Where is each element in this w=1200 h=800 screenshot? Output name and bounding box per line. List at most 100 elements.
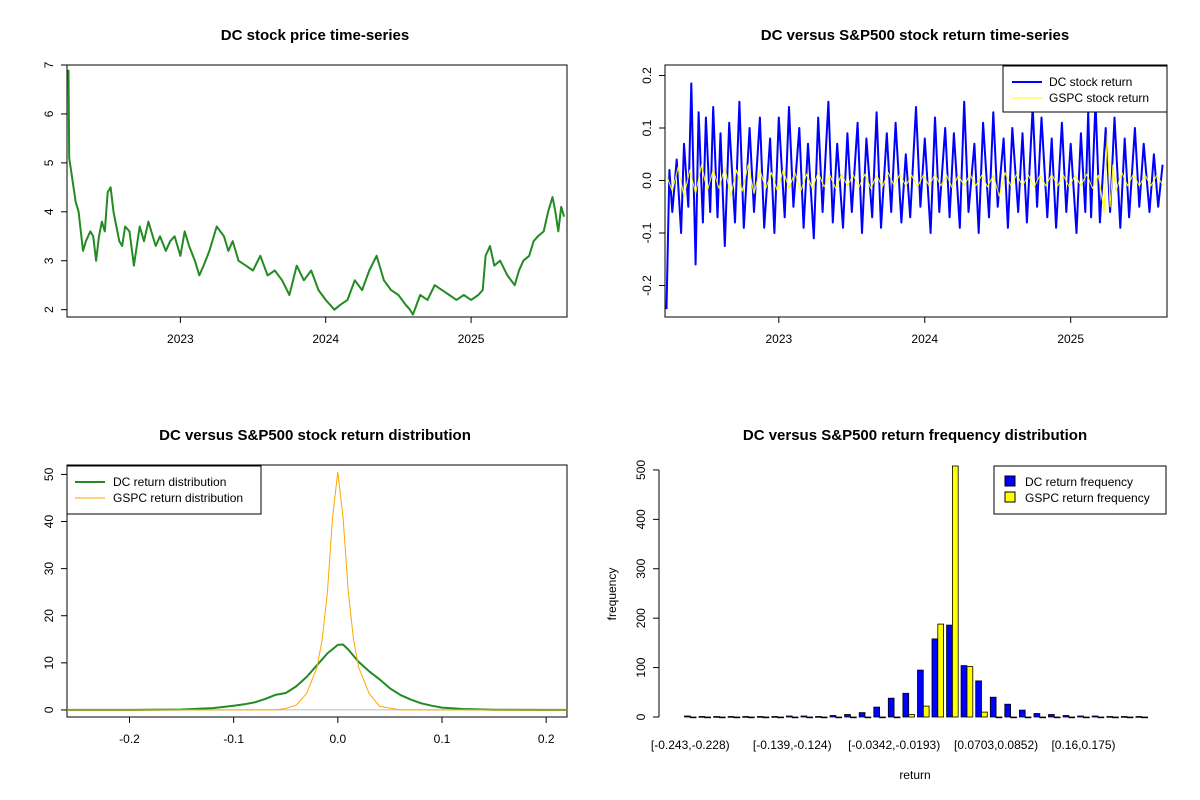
frequency-y-tick-label: 400 <box>634 509 648 529</box>
frequency-bar-gspc <box>820 716 828 719</box>
frequency-bar-gspc <box>995 716 1003 719</box>
frequency-bar-dc <box>771 716 778 718</box>
frequency-bar-gspc <box>1010 716 1017 719</box>
density-chart-title: DC versus S&P500 stock return distributi… <box>159 427 471 444</box>
returns-legend: DC stock return GSPC stock return <box>1002 65 1168 113</box>
price-series-line-1 <box>67 69 566 316</box>
price-chart-title: DC stock price time-series <box>221 27 409 44</box>
density-x-tick-label: 0.1 <box>434 732 451 746</box>
frequency-bar-dc <box>989 696 997 718</box>
returns_ts-y-tick-label: 0.0 <box>640 172 654 189</box>
frequency-bar-dc <box>829 715 837 718</box>
density-x-tick-label: -0.2 <box>119 732 140 746</box>
frequency-y-tick-label: 500 <box>634 460 648 480</box>
returns-chart-panel: DC versus S&P500 stock return time-serie… <box>640 27 1168 346</box>
density-chart-frame <box>66 464 568 718</box>
frequency-bar-gspc <box>922 705 930 718</box>
frequency-bar-gspc <box>879 716 886 719</box>
frequency-bar-gspc <box>893 716 901 719</box>
frequency-bar-dc <box>887 697 895 718</box>
frequency-bar-dc <box>815 716 822 718</box>
density-y-tick-label: 30 <box>42 562 56 576</box>
frequency-bar-gspc <box>1083 716 1090 719</box>
frequency-x-tick-label: [-0.243,-0.228) <box>651 738 730 752</box>
price-chart-frame <box>66 64 568 318</box>
returns_ts-x-tick-label: 2025 <box>1057 332 1084 346</box>
frequency-x-tick-label: [0.16,0.175) <box>1051 738 1115 752</box>
density-legend-label-gspc: GSPC return distribution <box>113 491 243 505</box>
density-y-tick-label: 10 <box>42 656 56 670</box>
frequency-bar-dc <box>1048 714 1055 718</box>
density-x-tick-label: -0.1 <box>223 732 244 746</box>
frequency-bar-gspc <box>704 716 711 719</box>
frequency-bar-gspc <box>719 716 726 719</box>
frequency-legend-label-dc: DC return frequency <box>1025 475 1133 489</box>
returns_ts-x-tick-label: 2023 <box>765 332 792 346</box>
frequency-legend-label-gspc: GSPC return frequency <box>1025 491 1150 505</box>
price-x-tick-label: 2025 <box>458 332 485 346</box>
frequency-bar-dc <box>960 665 968 718</box>
frequency-bar-dc <box>1120 716 1128 718</box>
frequency-legend-swatch-gspc <box>1004 491 1016 503</box>
returns_ts-y-tick-label: 0.2 <box>640 67 654 84</box>
frequency-bar-gspc <box>1039 716 1047 719</box>
frequency-bar-gspc <box>1126 716 1134 719</box>
density-x-tick-label: 0.2 <box>538 732 555 746</box>
frequency-bar-dc <box>844 714 851 718</box>
frequency-bar-dc <box>975 680 982 718</box>
density-x-tick-label: 0.0 <box>329 732 346 746</box>
frequency-bar-dc <box>800 715 808 718</box>
density-legend-label-dc: DC return distribution <box>113 475 226 489</box>
frequency-bar-gspc <box>864 716 872 719</box>
density-legend-box <box>66 465 262 515</box>
price-y-tick-label: 6 <box>42 110 56 117</box>
frequency-legend-box <box>993 465 1167 515</box>
price-y-tick-label: 7 <box>42 61 56 68</box>
frequency-legend: DC return frequency GSPC return frequenc… <box>993 465 1167 515</box>
frequency-bar-gspc <box>850 716 857 719</box>
frequency-bar-gspc <box>908 714 915 718</box>
density-series-line-2 <box>67 471 567 711</box>
returns-legend-label-dc: DC stock return <box>1049 75 1132 89</box>
price-y-tick-label: 4 <box>42 208 56 215</box>
price-x-tick-label: 2023 <box>167 332 194 346</box>
frequency-bar-dc <box>1033 713 1041 718</box>
returns_ts-series-line-1 <box>665 82 1164 310</box>
returns_ts-y-tick-label: 0.1 <box>640 119 654 136</box>
frequency-bar-gspc <box>806 716 813 719</box>
frequency-bar-gspc <box>762 716 770 719</box>
frequency-y-axis-label: frequency <box>605 568 619 621</box>
frequency-bar-gspc <box>1068 716 1076 719</box>
frequency-x-tick-label: [-0.0342,-0.0193) <box>848 738 940 752</box>
price-y-tick-label: 5 <box>42 159 56 166</box>
price-y-tick-label: 2 <box>42 306 56 313</box>
frequency-legend-swatch-dc <box>1004 475 1016 487</box>
frequency-bar-dc <box>713 716 720 718</box>
density-series-line-1 <box>67 643 567 711</box>
density-legend: DC return distribution GSPC return distr… <box>66 465 262 515</box>
frequency-x-tick-label: [-0.139,-0.124) <box>753 738 832 752</box>
frequency-y-tick-label: 0 <box>634 713 648 720</box>
frequency-bar-gspc <box>791 716 799 719</box>
frequency-bar-gspc <box>1024 716 1032 719</box>
density-y-tick-label: 0 <box>42 706 56 713</box>
frequency-bar-dc <box>1106 716 1114 718</box>
frequency-bar-dc <box>931 638 939 718</box>
returns_ts-y-tick-label: -0.2 <box>640 275 654 296</box>
frequency-bar-gspc <box>937 623 944 718</box>
returns_ts-series-line-2 <box>666 132 1164 213</box>
density-y-tick-label: 50 <box>42 467 56 481</box>
frequency-y-tick-label: 300 <box>634 558 648 578</box>
frequency-bar-dc <box>742 716 749 718</box>
frequency-bar-gspc <box>835 716 843 719</box>
density-chart-panel: DC versus S&P500 stock return distributi… <box>42 427 568 746</box>
returns-legend-label-gspc: GSPC stock return <box>1049 91 1149 105</box>
frequency-bar-dc <box>873 706 880 718</box>
frequency-bar-gspc <box>689 716 697 719</box>
frequency-bar-gspc <box>966 666 974 718</box>
frequency-y-tick-label: 200 <box>634 608 648 628</box>
frequency-bar-dc <box>1004 703 1011 718</box>
frequency-bar-dc <box>698 716 706 718</box>
price-chart-panel: DC stock price time-series 2023 2024 2025 2… <box>42 27 568 346</box>
